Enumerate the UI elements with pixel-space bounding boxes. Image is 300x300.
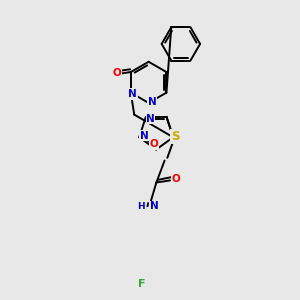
Text: N: N xyxy=(140,131,148,141)
Text: N: N xyxy=(128,89,137,99)
Text: N: N xyxy=(148,97,156,106)
Text: O: O xyxy=(150,139,158,149)
Text: N: N xyxy=(150,202,159,212)
Text: S: S xyxy=(171,130,179,143)
Text: N: N xyxy=(146,114,155,124)
Text: H: H xyxy=(137,202,145,211)
Text: O: O xyxy=(171,174,180,184)
Text: O: O xyxy=(113,68,122,78)
Text: F: F xyxy=(137,279,145,289)
